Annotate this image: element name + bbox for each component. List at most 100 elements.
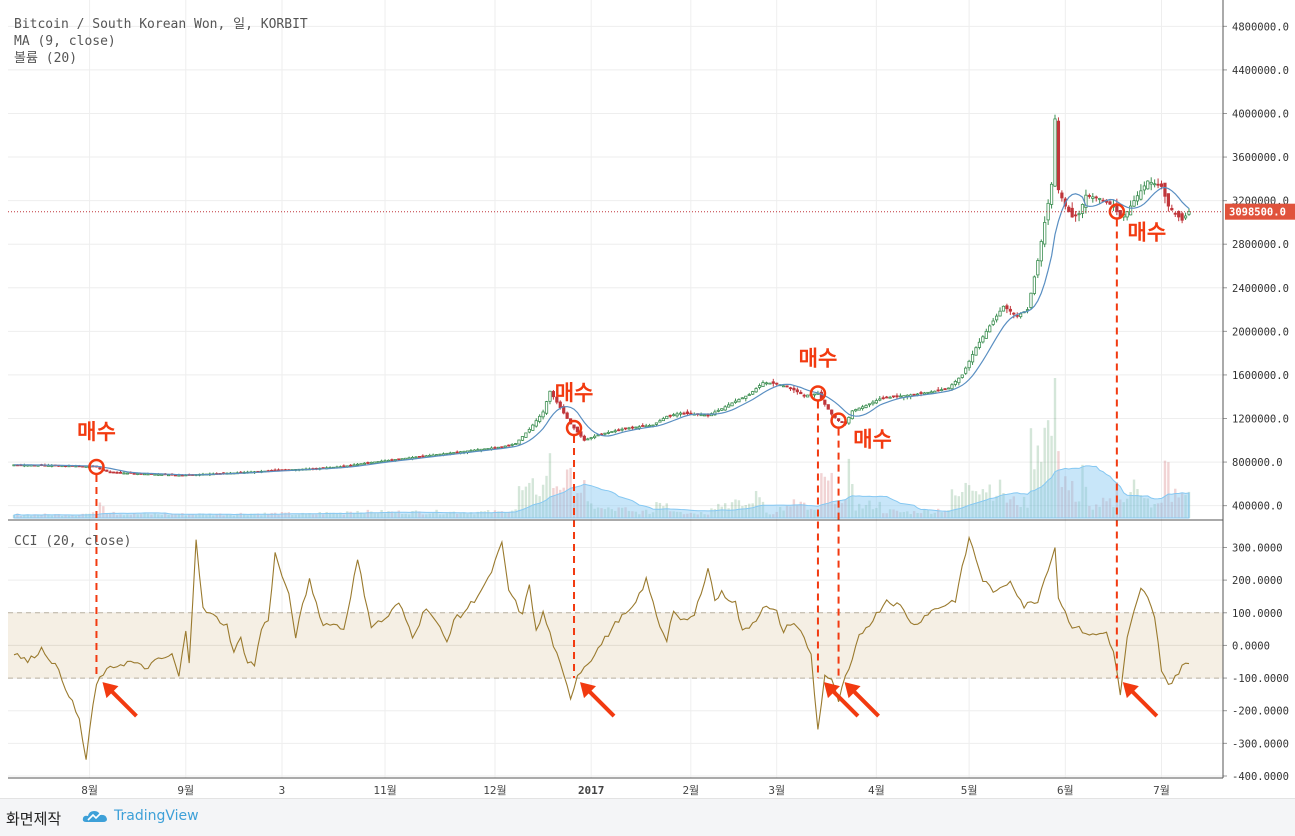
volume-bar bbox=[1150, 507, 1153, 518]
cci-band bbox=[8, 612, 1223, 679]
candle-body bbox=[637, 426, 641, 429]
volume-bar bbox=[57, 514, 60, 518]
cci-tick-label: 300.0000 bbox=[1232, 542, 1283, 554]
candle-body bbox=[1056, 120, 1061, 191]
candle-body bbox=[452, 452, 456, 454]
candle-body bbox=[988, 325, 992, 333]
candle-body bbox=[1039, 241, 1043, 262]
candle-body bbox=[342, 465, 346, 468]
candle-body bbox=[678, 412, 683, 415]
volume-bar bbox=[933, 512, 936, 518]
x-tick-label: 2월 bbox=[682, 784, 699, 797]
volume-bar bbox=[713, 509, 717, 518]
volume-bar bbox=[1070, 480, 1074, 518]
volume-bar bbox=[270, 512, 273, 518]
candle-body bbox=[555, 396, 559, 403]
volume-bar bbox=[555, 486, 559, 518]
volume-bar bbox=[706, 514, 710, 518]
candle-body bbox=[459, 451, 463, 454]
volume-bar bbox=[1046, 420, 1050, 518]
candle-body bbox=[871, 401, 875, 405]
volume-bar bbox=[311, 514, 315, 518]
candle-body bbox=[1153, 183, 1157, 186]
volume-bar bbox=[985, 492, 988, 518]
volume-bar bbox=[167, 514, 170, 518]
tradingview-logo[interactable]: TradingView bbox=[82, 808, 199, 824]
candle-body bbox=[1036, 260, 1040, 276]
candle-body bbox=[527, 428, 531, 433]
candle-body bbox=[744, 395, 748, 399]
volume-bar bbox=[672, 511, 675, 518]
volume-bar bbox=[452, 511, 455, 518]
candle-body bbox=[644, 425, 648, 428]
volume-bar bbox=[184, 515, 187, 518]
volume-bar bbox=[105, 512, 108, 518]
volume-bar bbox=[761, 501, 765, 518]
volume-bar bbox=[435, 509, 438, 518]
candle-body bbox=[434, 454, 439, 456]
volume-bar bbox=[428, 513, 431, 518]
price-tick-label: 3600000.0 bbox=[1232, 152, 1289, 164]
volume-bar bbox=[54, 514, 57, 518]
volume-bar bbox=[1180, 492, 1184, 518]
candle-body bbox=[118, 471, 123, 474]
volume-bar bbox=[899, 512, 902, 518]
candle-body bbox=[919, 392, 923, 394]
volume-bar bbox=[995, 495, 998, 518]
volume-bar bbox=[146, 513, 150, 518]
volume-bar bbox=[589, 503, 593, 518]
volume-bar bbox=[246, 515, 249, 518]
volume-bar bbox=[232, 515, 236, 518]
volume-bar bbox=[1064, 476, 1067, 518]
candle-body bbox=[757, 385, 762, 388]
volume-bar bbox=[497, 511, 500, 518]
volume-bar bbox=[150, 514, 153, 518]
volume-bar bbox=[878, 501, 881, 518]
volume-bar bbox=[67, 515, 71, 518]
volume-bar bbox=[260, 515, 263, 518]
candle-body bbox=[957, 377, 961, 384]
volume-bar bbox=[315, 514, 318, 518]
volume-bar bbox=[617, 507, 620, 518]
volume-bar bbox=[864, 504, 868, 518]
cci-tick-label: 0.0000 bbox=[1232, 640, 1270, 652]
volume-bar bbox=[569, 467, 572, 518]
volume-bar bbox=[627, 510, 631, 518]
candle-body bbox=[108, 471, 112, 474]
candle-body bbox=[517, 439, 521, 445]
candle-body bbox=[1043, 222, 1047, 245]
buy-arrow-head bbox=[102, 682, 119, 699]
volume-bar bbox=[1019, 506, 1022, 518]
volume-bar bbox=[1091, 509, 1095, 518]
volume-bar bbox=[1122, 502, 1125, 518]
volume-bar bbox=[71, 515, 74, 518]
x-tick-label: 11월 bbox=[373, 784, 396, 797]
candle-body bbox=[1005, 305, 1009, 310]
volume-bar bbox=[122, 515, 126, 518]
volume-bar bbox=[84, 513, 88, 518]
candle-body bbox=[960, 374, 964, 378]
candle-body bbox=[486, 448, 490, 450]
volume-bar bbox=[1101, 497, 1105, 518]
volume-bar bbox=[748, 503, 751, 518]
candle-body bbox=[1015, 314, 1019, 317]
candle-body bbox=[984, 330, 988, 339]
candle-body bbox=[373, 461, 377, 464]
candle-body bbox=[1032, 276, 1036, 294]
candle-body bbox=[1074, 214, 1078, 217]
volume-bar bbox=[249, 513, 253, 518]
volume-bar bbox=[528, 482, 531, 518]
candle-body bbox=[1108, 201, 1112, 205]
volume-bar bbox=[74, 515, 78, 518]
candle-body bbox=[428, 454, 432, 457]
volume-bar bbox=[366, 509, 370, 518]
candle-body bbox=[658, 420, 662, 423]
buy-marker-label: 매수 bbox=[555, 381, 594, 405]
candle-body bbox=[623, 427, 628, 430]
volume-bar bbox=[287, 512, 291, 518]
candle-body bbox=[369, 461, 373, 464]
candle-body bbox=[665, 415, 669, 420]
candle-body bbox=[510, 443, 514, 446]
